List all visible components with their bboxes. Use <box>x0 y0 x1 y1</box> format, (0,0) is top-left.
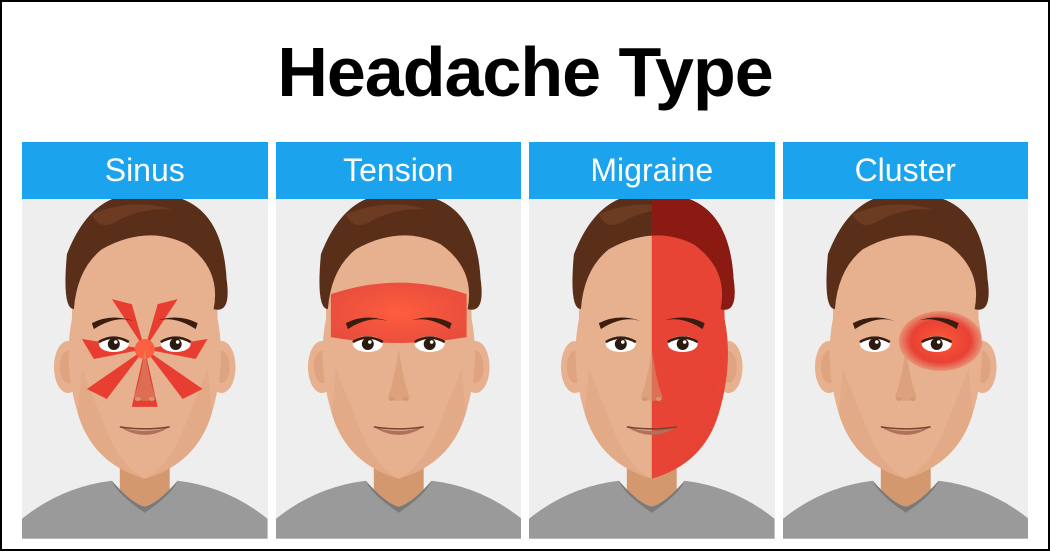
head-illustration-migraine <box>529 199 775 539</box>
card-migraine: Migraine <box>529 142 775 539</box>
card-header-cluster: Cluster <box>783 142 1029 199</box>
card-sinus: Sinus <box>22 142 268 539</box>
card-header-tension: Tension <box>276 142 522 199</box>
card-tension: Tension <box>276 142 522 539</box>
card-header-sinus: Sinus <box>22 142 268 199</box>
main-title: Headache Type <box>2 32 1048 112</box>
head-illustration-cluster <box>783 199 1029 539</box>
card-header-migraine: Migraine <box>529 142 775 199</box>
head-illustration-tension <box>276 199 522 539</box>
head-illustration-sinus <box>22 199 268 539</box>
card-grid: Sinus <box>2 142 1048 539</box>
card-cluster: Cluster <box>783 142 1029 539</box>
